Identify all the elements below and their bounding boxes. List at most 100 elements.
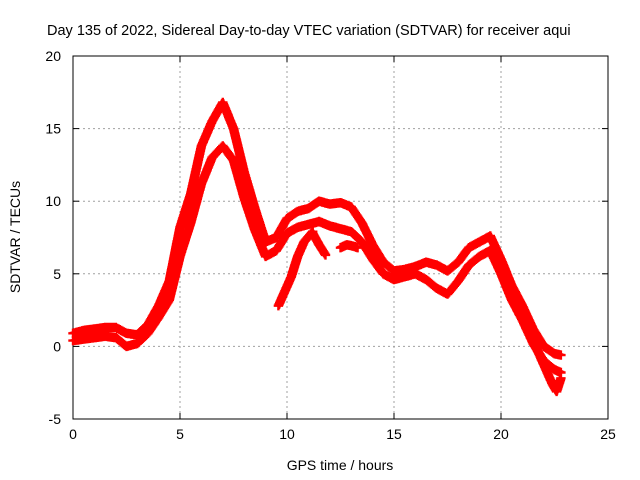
data-point [283,289,287,293]
data-point [559,371,563,375]
data-point [555,389,559,393]
y-tick-label: -5 [49,411,62,427]
y-tick-label: 20 [45,48,61,64]
x-tick-label: 25 [600,426,616,442]
data-point [544,368,548,372]
data-point [478,254,482,258]
data-point [520,304,524,308]
data-point [103,326,107,330]
data-point [538,353,542,357]
data-point [317,199,321,203]
data-point [424,278,428,282]
data-point [371,257,375,261]
data-point [210,119,214,123]
data-point [317,220,321,224]
data-point [499,257,503,261]
data-point [413,272,417,276]
data-point [221,144,225,148]
data-point [499,272,503,276]
data-point [349,230,353,234]
series-aux-trace-b [308,228,331,260]
data-point [253,228,257,232]
data-point [392,269,396,273]
data-point [178,254,182,258]
data-point [210,156,214,160]
data-point [328,224,332,228]
data-point [456,260,460,264]
x-axis-label: GPS time / hours [287,457,394,473]
data-point [435,286,439,290]
data-point [531,327,535,331]
data-series-group [68,97,566,397]
data-point [403,275,407,279]
series-markers [68,97,566,360]
data-point [189,192,193,196]
data-point [242,196,246,200]
data-point [82,328,86,332]
data-point [553,368,556,372]
data-point [296,254,300,258]
data-point [264,254,268,258]
y-tick-label: 5 [53,266,61,282]
x-tick-label: 0 [69,426,77,442]
data-point [403,267,407,271]
data-point [349,205,353,209]
x-tick-label: 5 [176,426,184,442]
data-point [520,318,524,322]
data-point [478,240,482,244]
data-point [157,315,161,319]
y-axis-label: SDTVAR / TECUs [7,181,23,293]
data-point [146,331,150,335]
data-point [289,275,293,279]
data-point [302,240,306,244]
data-point [242,170,246,174]
y-tick-label: 15 [45,121,61,137]
data-point [413,265,417,269]
data-point [311,231,315,235]
data-point [339,227,342,231]
data-point [360,221,364,225]
data-point [253,206,257,210]
data-point [296,225,300,229]
series-aux-trace-d [528,335,566,397]
data-point [114,336,118,340]
data-point [82,337,86,341]
data-point [157,304,161,308]
data-point [488,249,492,253]
data-point [103,334,107,338]
data-point [446,292,449,296]
data-point [317,243,321,247]
data-point [178,225,182,229]
data-point [71,339,75,343]
grid-lines [73,56,608,419]
data-point [274,249,278,253]
data-point [189,221,193,225]
series-main-trace-upper [68,97,566,360]
data-point [339,246,342,250]
series-main-trace-lower [68,141,566,378]
y-tick-label: 0 [53,338,61,354]
data-point [424,260,428,264]
data-point [114,326,118,330]
data-point [553,352,556,356]
data-point [71,331,75,335]
data-point [296,209,300,213]
data-point [531,339,535,343]
x-tick-label: 10 [279,426,295,442]
data-point [328,202,332,206]
data-point [167,298,171,302]
data-point [381,260,385,264]
data-point [135,333,139,337]
data-point [199,144,203,148]
data-point [125,331,128,335]
data-point [306,222,310,226]
data-point [92,336,96,340]
data-point [446,269,449,273]
data-point [221,100,225,104]
chart-title: Day 135 of 2022, Sidereal Day-to-day VTE… [47,23,571,39]
data-point [274,236,278,239]
y-tick-label: 10 [45,193,61,209]
data-point [559,353,563,357]
data-point [435,263,439,267]
